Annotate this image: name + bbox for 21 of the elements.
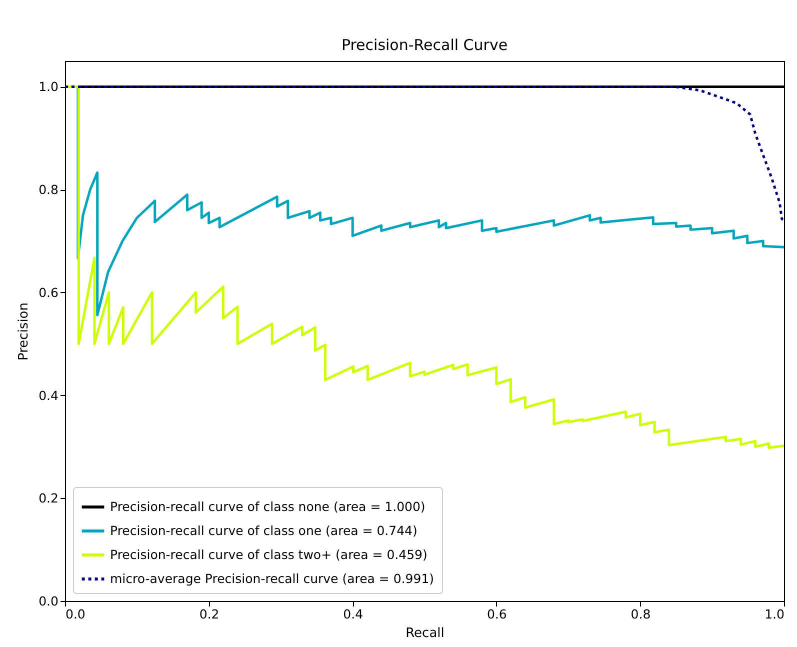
y-tick-label: 1.0	[38, 79, 59, 94]
y-tick-label: 0.0	[38, 594, 59, 608]
legend-label: micro-average Precision-recall curve (area = 0.991)	[110, 571, 434, 586]
legend-label: Precision-recall curve of class one (area = 0.744)	[110, 523, 418, 538]
x-tick-label: 0.8	[630, 606, 651, 622]
y-axis-title: Precision	[16, 302, 32, 361]
line-series	[65, 85, 784, 449]
legend-label: Precision-recall curve of class two+ (area = 0.459)	[110, 547, 428, 562]
chart-title: Precision-Recall Curve	[341, 36, 508, 54]
y-tick-label: 0.4	[38, 388, 59, 403]
x-tick-label: 1.0	[764, 606, 785, 622]
x-tick-label: 0.6	[486, 606, 507, 622]
x-tick-label: 0.2	[199, 606, 220, 622]
x-tick-label: 0.4	[343, 606, 364, 622]
x-tick-label: 0.0	[66, 606, 86, 622]
y-tick-label: 0.6	[38, 284, 59, 300]
y-tick-label: 0.2	[38, 490, 58, 506]
legend-label: Precision-recall curve of class none (area = 1.000)	[110, 499, 426, 514]
y-tick-label: 0.8	[38, 182, 59, 198]
line-series	[65, 85, 784, 222]
x-axis-title: Recall	[406, 626, 444, 641]
